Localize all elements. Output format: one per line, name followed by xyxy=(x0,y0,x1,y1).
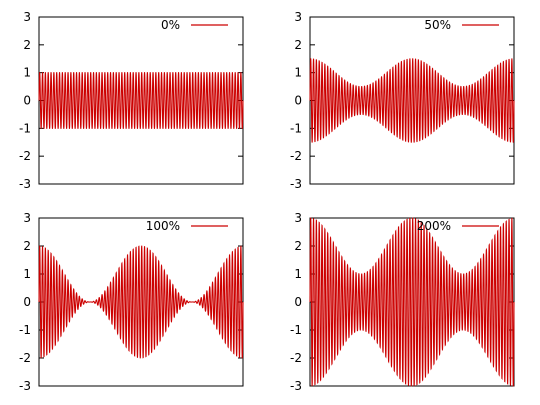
legend-label: 50% xyxy=(424,18,451,32)
y-tick-label: 3 xyxy=(23,211,31,225)
y-tick-label: 1 xyxy=(294,267,302,281)
y-tick-label: 2 xyxy=(294,38,302,52)
y-tick-label: -3 xyxy=(19,379,31,393)
y-tick-label: 1 xyxy=(23,66,31,80)
y-tick-label: -2 xyxy=(19,149,31,163)
y-tick-label: -1 xyxy=(290,121,302,135)
y-tick-label: 0 xyxy=(23,295,31,309)
y-tick-label: -2 xyxy=(290,351,302,365)
y-tick-label: 0 xyxy=(294,94,302,108)
series-line xyxy=(309,58,515,143)
legend-label: 200% xyxy=(417,219,451,233)
y-tick-label: -2 xyxy=(290,149,302,163)
y-tick-label: -2 xyxy=(19,351,31,365)
legend-label: 100% xyxy=(146,219,180,233)
y-tick-label: 1 xyxy=(23,267,31,281)
series-line xyxy=(38,72,244,129)
y-tick-label: 3 xyxy=(294,10,302,24)
y-tick-label: 2 xyxy=(23,38,31,52)
y-tick-label: 0 xyxy=(294,295,302,309)
y-tick-label: 2 xyxy=(23,239,31,253)
chart-panel-2: 3 2 1 0 -1 -2 -3 50% xyxy=(290,10,515,191)
legend-label: 0% xyxy=(161,18,180,32)
y-tick-label: 2 xyxy=(294,239,302,253)
series-line xyxy=(309,217,515,387)
y-tick-label: 3 xyxy=(23,10,31,24)
y-tick-label: 3 xyxy=(294,211,302,225)
y-tick-label: -3 xyxy=(19,177,31,191)
y-tick-label: 0 xyxy=(23,94,31,108)
chart-panel-1: 3 2 1 0 -1 -2 -3 0% xyxy=(19,10,244,191)
y-tick-label: 1 xyxy=(294,66,302,80)
chart-panel-3: 3 2 1 0 -1 -2 -3 100% xyxy=(19,211,244,393)
series-line xyxy=(38,245,244,359)
y-tick-label: -1 xyxy=(19,323,31,337)
y-tick-label: -1 xyxy=(19,121,31,135)
y-tick-label: -3 xyxy=(290,177,302,191)
y-tick-label: -3 xyxy=(290,379,302,393)
y-tick-label: -1 xyxy=(290,323,302,337)
chart-panel-4: 3 2 1 0 -1 -2 -3 200% xyxy=(290,211,515,393)
